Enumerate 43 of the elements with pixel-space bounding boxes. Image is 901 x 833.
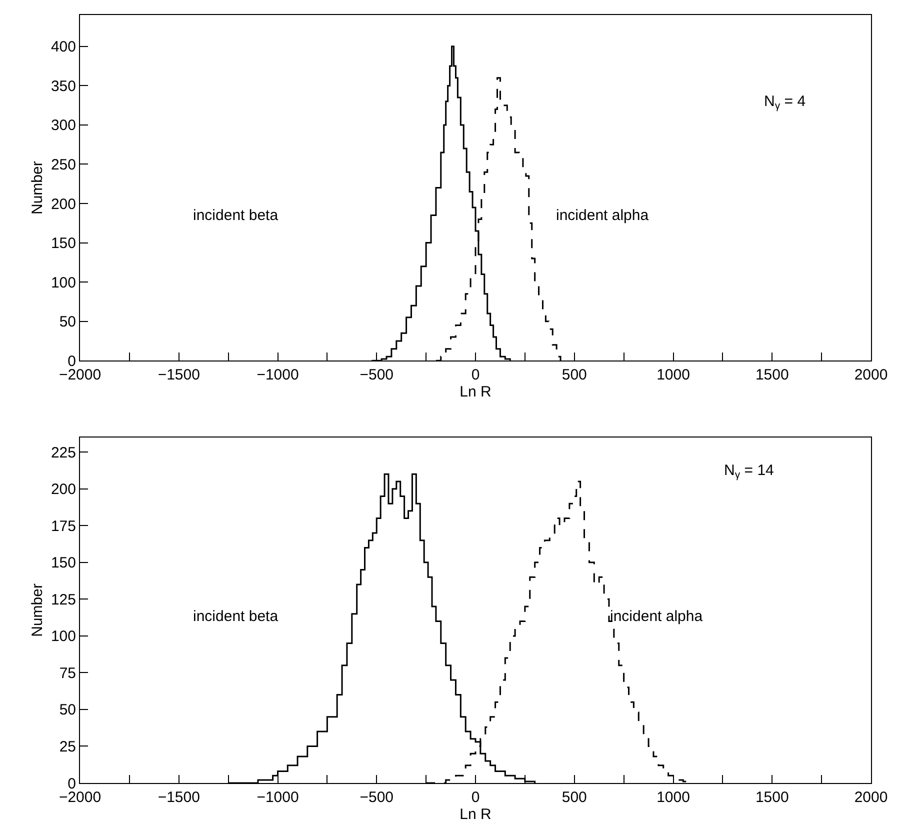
x-tick-label: −1000 bbox=[256, 366, 299, 384]
annotation: incident alpha bbox=[610, 608, 704, 625]
x-tick-label: −500 bbox=[360, 789, 394, 806]
x-tick-label: 1500 bbox=[755, 366, 789, 384]
x-tick-label: −500 bbox=[360, 366, 394, 384]
y-tick-label: 100 bbox=[50, 274, 76, 292]
y-tick-label: 200 bbox=[50, 481, 76, 498]
y-tick-label: 50 bbox=[59, 702, 76, 719]
y-tick-label: 75 bbox=[59, 664, 76, 682]
x-tick-label: 0 bbox=[471, 366, 480, 384]
annotation: incident beta bbox=[193, 207, 279, 224]
x-tick-label: 1000 bbox=[656, 789, 690, 806]
x-tick-label: −1000 bbox=[256, 789, 299, 806]
y-tick-label: 175 bbox=[50, 518, 76, 535]
y-tick-label: 300 bbox=[50, 117, 76, 134]
y-tick-label: 100 bbox=[50, 628, 76, 646]
x-tick-label: 2000 bbox=[854, 789, 888, 806]
y-tick-label: 200 bbox=[50, 196, 76, 213]
x-tick-label: 2000 bbox=[854, 366, 888, 384]
x-axis-title: Ln R bbox=[460, 806, 492, 823]
x-tick-label: −1500 bbox=[158, 366, 200, 384]
y-tick-label: 125 bbox=[50, 591, 76, 608]
y-tick-label: 350 bbox=[50, 78, 76, 95]
y-tick-label: 50 bbox=[59, 314, 76, 331]
y-tick-label: 400 bbox=[50, 38, 76, 56]
annotation: N$_{γ}$ = 4 bbox=[764, 93, 806, 112]
x-tick-label: 0 bbox=[471, 789, 480, 806]
y-tick-label: 250 bbox=[50, 156, 76, 174]
y-axis-title: Number bbox=[29, 584, 46, 637]
x-tick-label: 1500 bbox=[755, 789, 789, 806]
x-tick-label: 500 bbox=[562, 366, 587, 384]
y-tick-label: 225 bbox=[50, 444, 76, 462]
y-axis-title: Number bbox=[29, 161, 46, 214]
x-axis-title: Ln R bbox=[460, 384, 492, 401]
annotation: N$_{γ}$ = 14 bbox=[724, 462, 774, 482]
x-tick-label: −1500 bbox=[158, 789, 200, 806]
x-tick-label: 500 bbox=[562, 789, 587, 806]
annotation: incident beta bbox=[193, 608, 279, 625]
y-tick-label: 150 bbox=[50, 235, 76, 252]
y-tick-label: 150 bbox=[50, 554, 76, 572]
x-tick-label: 1000 bbox=[656, 366, 690, 384]
annotation: incident alpha bbox=[556, 207, 650, 224]
y-tick-label: 25 bbox=[59, 738, 76, 756]
